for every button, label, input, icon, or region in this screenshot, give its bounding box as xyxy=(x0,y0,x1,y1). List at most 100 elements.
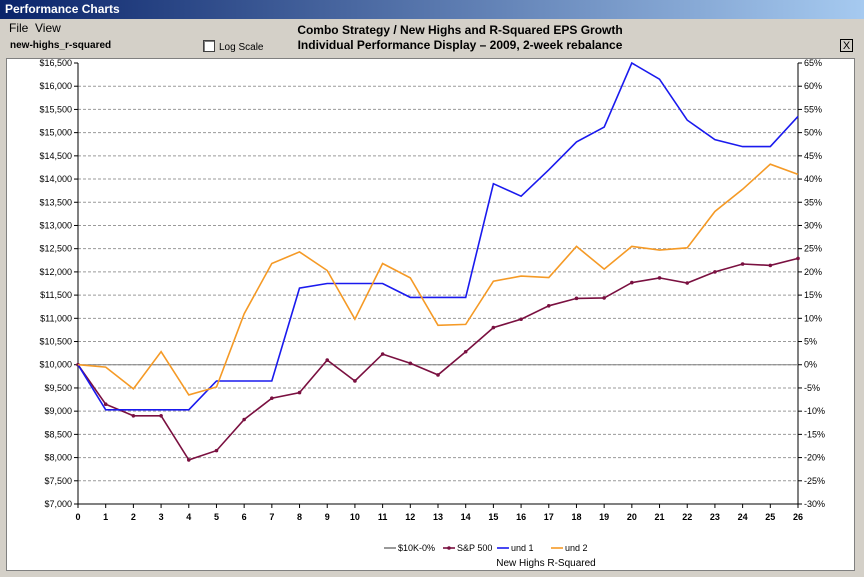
x-tick-label: 25 xyxy=(765,512,775,522)
y-right-tick-label: 50% xyxy=(804,128,822,138)
y-right-tick-label: 45% xyxy=(804,151,822,161)
y-right-tick-label: 40% xyxy=(804,174,822,184)
y-left-tick-label: $13,000 xyxy=(39,220,72,230)
log-scale-label: Log Scale xyxy=(219,42,264,53)
y-right-tick-label: -5% xyxy=(804,383,820,393)
series-line xyxy=(77,61,799,411)
y-right-tick-label: 5% xyxy=(804,337,817,347)
series-point xyxy=(436,373,440,377)
series-line xyxy=(77,163,799,396)
series-point xyxy=(380,352,385,356)
y-left-tick-label: $10,000 xyxy=(39,360,72,370)
series-point xyxy=(297,390,302,395)
series-point xyxy=(630,280,634,285)
y-left-tick-label: $13,500 xyxy=(39,197,72,207)
x-tick-label: 17 xyxy=(544,512,554,522)
y-right-tick-label: -10% xyxy=(804,406,825,416)
x-tick-label: 5 xyxy=(214,512,219,522)
x-tick-label: 11 xyxy=(378,512,388,522)
menu-view[interactable]: View xyxy=(35,21,61,35)
x-tick-label: 26 xyxy=(793,512,803,522)
strategy-name: new-highs_r-squared xyxy=(10,40,112,51)
series-point xyxy=(186,458,191,462)
x-tick-label: 9 xyxy=(325,512,330,522)
y-left-tick-label: $8,500 xyxy=(44,429,72,439)
series-point xyxy=(740,262,745,266)
series-point xyxy=(657,276,662,280)
y-right-tick-label: 55% xyxy=(804,104,822,114)
chart-title-line2: Individual Performance Display – 2009, 2… xyxy=(297,38,623,52)
plot-panel xyxy=(6,58,855,571)
y-right-tick-label: 35% xyxy=(804,197,822,207)
y-right-tick-label: 30% xyxy=(804,220,822,230)
y-left-tick-label: $7,000 xyxy=(44,499,72,509)
y-right-tick-label: 25% xyxy=(804,244,822,254)
series-point xyxy=(602,296,606,300)
x-tick-label: 15 xyxy=(488,512,498,522)
legend-label: und 2 xyxy=(565,543,588,553)
legend-marker xyxy=(447,546,451,550)
y-right-tick-label: 15% xyxy=(804,290,822,300)
x-tick-label: 12 xyxy=(405,512,415,522)
y-right-tick-label: 10% xyxy=(804,313,822,323)
series-point xyxy=(159,414,163,418)
series-point xyxy=(131,414,136,418)
legend-label: $10K-0% xyxy=(398,543,435,553)
x-tick-label: 22 xyxy=(682,512,692,522)
y-left-tick-label: $15,500 xyxy=(39,104,72,114)
window-title: Performance Charts xyxy=(5,2,120,16)
series-point xyxy=(519,317,523,322)
x-tick-label: 23 xyxy=(710,512,720,522)
series-point xyxy=(768,263,773,268)
x-tick-label: 19 xyxy=(599,512,609,522)
y-right-tick-label: -25% xyxy=(804,476,825,486)
series-point xyxy=(270,396,274,400)
y-left-tick-label: $16,500 xyxy=(39,58,72,68)
x-tick-label: 16 xyxy=(516,512,526,522)
close-button[interactable]: X xyxy=(840,39,853,52)
series-point xyxy=(408,361,413,366)
series-point xyxy=(214,448,219,453)
y-right-tick-label: -20% xyxy=(804,453,825,463)
menu-bar: File View xyxy=(0,19,864,37)
series-point xyxy=(463,349,468,354)
y-left-tick-label: $9,000 xyxy=(44,406,72,416)
series-point xyxy=(546,303,551,308)
series-point xyxy=(103,402,108,406)
y-left-tick-label: $14,000 xyxy=(39,174,72,184)
y-left-tick-label: $16,000 xyxy=(39,81,72,91)
title-bar: Performance Charts xyxy=(0,0,864,19)
y-right-tick-label: 0% xyxy=(804,360,817,370)
x-tick-label: 1 xyxy=(103,512,108,522)
y-right-tick-label: -30% xyxy=(804,499,825,509)
y-left-tick-label: $12,000 xyxy=(39,267,72,277)
series-point xyxy=(796,256,800,261)
y-right-tick-label: -15% xyxy=(804,429,825,439)
x-tick-label: 2 xyxy=(131,512,136,522)
x-tick-label: 24 xyxy=(738,512,748,522)
legend-label: S&P 500 xyxy=(457,543,492,553)
y-left-tick-label: $14,500 xyxy=(39,151,72,161)
y-left-tick-label: $11,500 xyxy=(40,290,72,300)
series-line xyxy=(77,257,799,461)
x-tick-label: 7 xyxy=(269,512,274,522)
y-right-tick-label: 60% xyxy=(804,81,822,91)
y-left-tick-label: $10,500 xyxy=(39,337,72,347)
y-left-tick-label: $9,500 xyxy=(44,383,72,393)
series-point xyxy=(491,325,496,330)
x-tick-label: 0 xyxy=(75,512,80,522)
y-left-tick-label: $7,500 xyxy=(44,476,72,486)
log-scale-toggle[interactable]: Log Scale xyxy=(203,40,263,53)
menu-file[interactable]: File xyxy=(9,21,29,35)
x-tick-label: 13 xyxy=(433,512,443,522)
x-tick-label: 10 xyxy=(350,512,360,522)
log-scale-checkbox[interactable] xyxy=(203,40,215,52)
y-left-tick-label: $15,000 xyxy=(39,128,72,138)
series-point xyxy=(574,296,579,301)
y-right-tick-label: 65% xyxy=(804,58,822,68)
legend-label: und 1 xyxy=(511,543,534,553)
legend-caption: New Highs R-Squared xyxy=(496,558,596,569)
x-tick-label: 18 xyxy=(571,512,581,522)
